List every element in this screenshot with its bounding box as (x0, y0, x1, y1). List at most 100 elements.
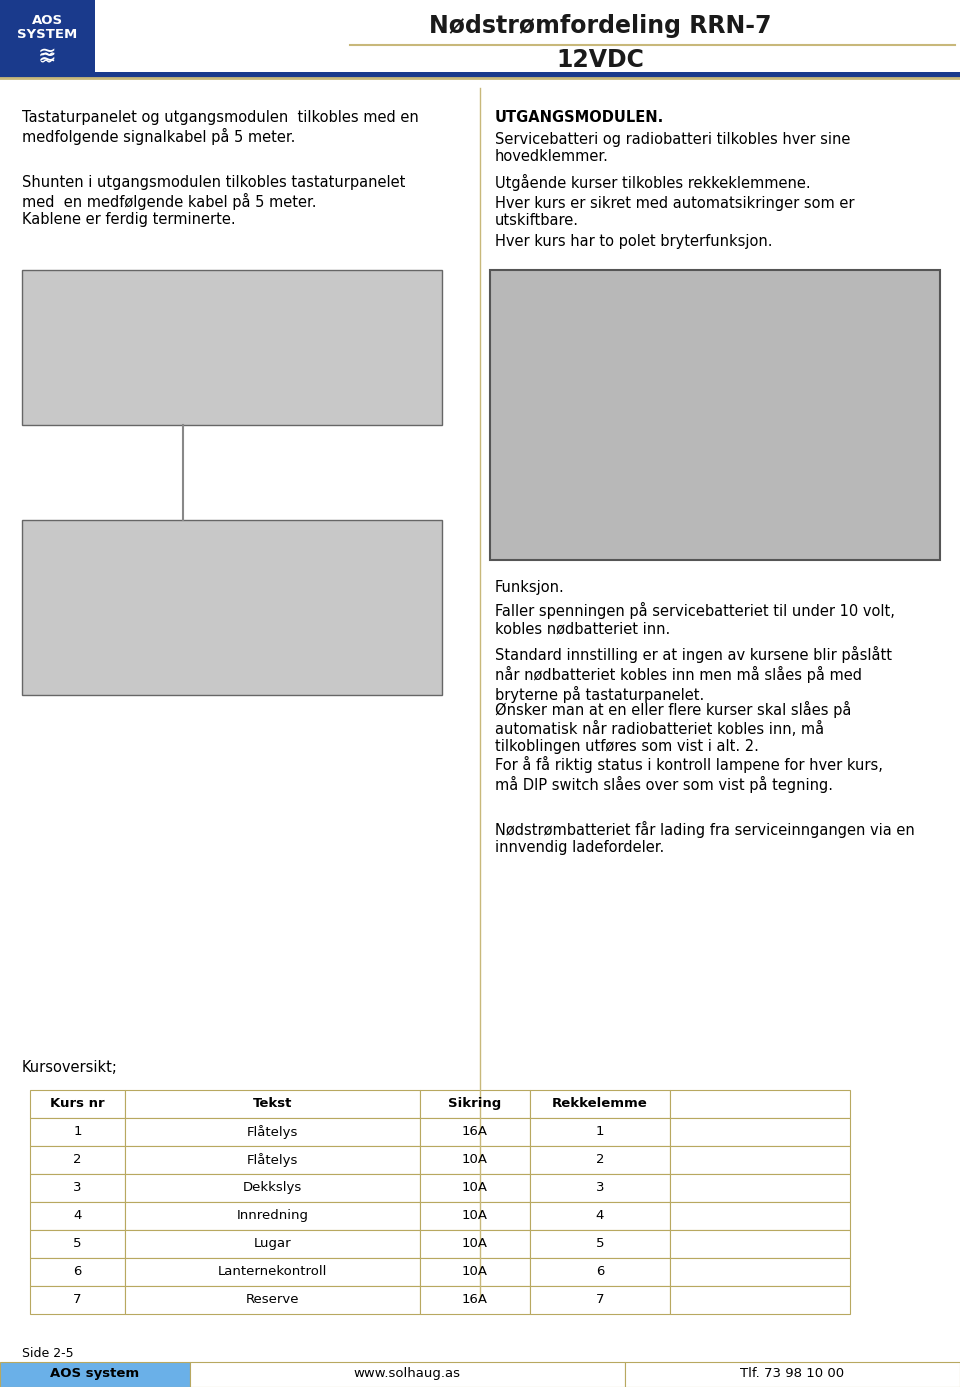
Bar (420, 1118, 530, 1146)
Bar (30, 1090, 125, 1118)
Text: 1: 1 (596, 1125, 604, 1137)
Text: 10A: 10A (462, 1237, 488, 1250)
Bar (670, 1203, 850, 1230)
Text: Kurs nr: Kurs nr (50, 1097, 105, 1110)
Text: Rekkelemme: Rekkelemme (552, 1097, 648, 1110)
Text: Nødstrømfordeling RRN-7: Nødstrømfordeling RRN-7 (429, 14, 771, 37)
Text: 10A: 10A (462, 1265, 488, 1277)
Bar (0, 72, 960, 78)
Text: Tekst: Tekst (252, 1097, 292, 1110)
Bar (530, 1286, 670, 1313)
Bar (530, 1203, 670, 1230)
Bar (670, 1146, 850, 1173)
Bar (530, 1118, 670, 1146)
Bar (30, 1258, 125, 1286)
Bar (30, 1173, 125, 1203)
Text: Kursoversikt;: Kursoversikt; (22, 1060, 118, 1075)
Text: Hver kurs er sikret med automatsikringer som er
utskiftbare.: Hver kurs er sikret med automatsikringer… (495, 196, 854, 229)
Bar (30, 1230, 125, 1258)
Bar (0, 1362, 190, 1387)
Text: Ønsker man at en eller flere kurser skal slåes på
automatisk når radiobatteriet : Ønsker man at en eller flere kurser skal… (495, 700, 852, 755)
Bar (670, 1173, 850, 1203)
Bar (530, 1173, 670, 1203)
Text: 12VDC: 12VDC (556, 49, 644, 72)
Bar (30, 1203, 125, 1230)
Text: Utgående kurser tilkobles rekkeklemmene.: Utgående kurser tilkobles rekkeklemmene. (495, 173, 810, 191)
Text: 10A: 10A (462, 1180, 488, 1194)
Bar (490, 270, 940, 560)
Bar (530, 1230, 670, 1258)
Bar (420, 1203, 530, 1230)
Text: 2: 2 (73, 1153, 82, 1166)
Text: For å få riktig status i kontroll lampene for hver kurs,
må DIP switch slåes ove: For å få riktig status i kontroll lampen… (495, 756, 883, 793)
Text: 7: 7 (73, 1293, 82, 1307)
Text: 5: 5 (73, 1237, 82, 1250)
Text: 1: 1 (73, 1125, 82, 1137)
Text: Side 2-5: Side 2-5 (22, 1347, 74, 1361)
Text: AOS system: AOS system (51, 1368, 139, 1380)
Text: AOS: AOS (32, 14, 62, 26)
Bar (530, 1090, 670, 1118)
Bar (670, 1286, 850, 1313)
Text: 10A: 10A (462, 1153, 488, 1166)
Text: Flåtelys: Flåtelys (247, 1153, 299, 1166)
Bar (22, 520, 442, 695)
Bar (670, 1258, 850, 1286)
Text: Lugar: Lugar (253, 1237, 291, 1250)
Text: 3: 3 (596, 1180, 604, 1194)
Text: Dekkslys: Dekkslys (243, 1180, 302, 1194)
Text: Servicebatteri og radiobatteri tilkobles hver sine
hovedklemmer.: Servicebatteri og radiobatteri tilkobles… (495, 132, 851, 165)
Text: 5: 5 (596, 1237, 604, 1250)
Bar (625, 1362, 960, 1387)
Text: ≋: ≋ (37, 46, 57, 67)
Bar (420, 1146, 530, 1173)
Text: 6: 6 (73, 1265, 82, 1277)
Text: Lanternekontroll: Lanternekontroll (218, 1265, 327, 1277)
Text: 6: 6 (596, 1265, 604, 1277)
Bar (670, 1090, 850, 1118)
Bar (530, 1258, 670, 1286)
Text: Standard innstilling er at ingen av kursene blir påslått
når nødbatteriet kobles: Standard innstilling er at ingen av kurs… (495, 646, 892, 703)
Text: 10A: 10A (462, 1209, 488, 1222)
Text: Tastaturpanelet og utgangsmodulen  tilkobles med en
medfolgende signalkabel på 5: Tastaturpanelet og utgangsmodulen tilkob… (22, 110, 419, 144)
Bar (420, 1173, 530, 1203)
Text: Faller spenningen på servicebatteriet til under 10 volt,
kobles nødbatteriet inn: Faller spenningen på servicebatteriet ti… (495, 602, 895, 637)
Text: 16A: 16A (462, 1293, 488, 1307)
Bar (125, 1258, 420, 1286)
Text: 7: 7 (596, 1293, 604, 1307)
Bar (0, 0, 95, 72)
Text: Tlf. 73 98 10 00: Tlf. 73 98 10 00 (740, 1368, 844, 1380)
Bar (125, 1173, 420, 1203)
Bar (670, 1118, 850, 1146)
Bar (125, 1286, 420, 1313)
Bar (670, 1230, 850, 1258)
Text: Sikring: Sikring (448, 1097, 502, 1110)
Text: UTGANGSMODULEN.: UTGANGSMODULEN. (495, 110, 664, 125)
Text: Funksjon.: Funksjon. (495, 580, 564, 595)
Text: SYSTEM: SYSTEM (17, 28, 77, 42)
Text: 4: 4 (73, 1209, 82, 1222)
Text: 2: 2 (596, 1153, 604, 1166)
Text: Reserve: Reserve (246, 1293, 300, 1307)
Bar (125, 1146, 420, 1173)
Bar (30, 1118, 125, 1146)
Text: Flåtelys: Flåtelys (247, 1125, 299, 1139)
Text: 16A: 16A (462, 1125, 488, 1137)
Text: Shunten i utgangsmodulen tilkobles tastaturpanelet
med  en medfølgende kabel på : Shunten i utgangsmodulen tilkobles tasta… (22, 175, 405, 227)
Bar (125, 1090, 420, 1118)
Bar (22, 270, 442, 424)
Text: Innredning: Innredning (236, 1209, 308, 1222)
Text: 3: 3 (73, 1180, 82, 1194)
Bar (30, 1146, 125, 1173)
Text: www.solhaug.as: www.solhaug.as (353, 1368, 461, 1380)
Bar (420, 1090, 530, 1118)
Bar (420, 1286, 530, 1313)
Bar (420, 1258, 530, 1286)
Bar (125, 1230, 420, 1258)
Bar (30, 1286, 125, 1313)
Bar (190, 1362, 625, 1387)
Bar (125, 1203, 420, 1230)
Text: ⌇⌇: ⌇⌇ (38, 46, 56, 62)
Bar (530, 1146, 670, 1173)
Bar (125, 1118, 420, 1146)
